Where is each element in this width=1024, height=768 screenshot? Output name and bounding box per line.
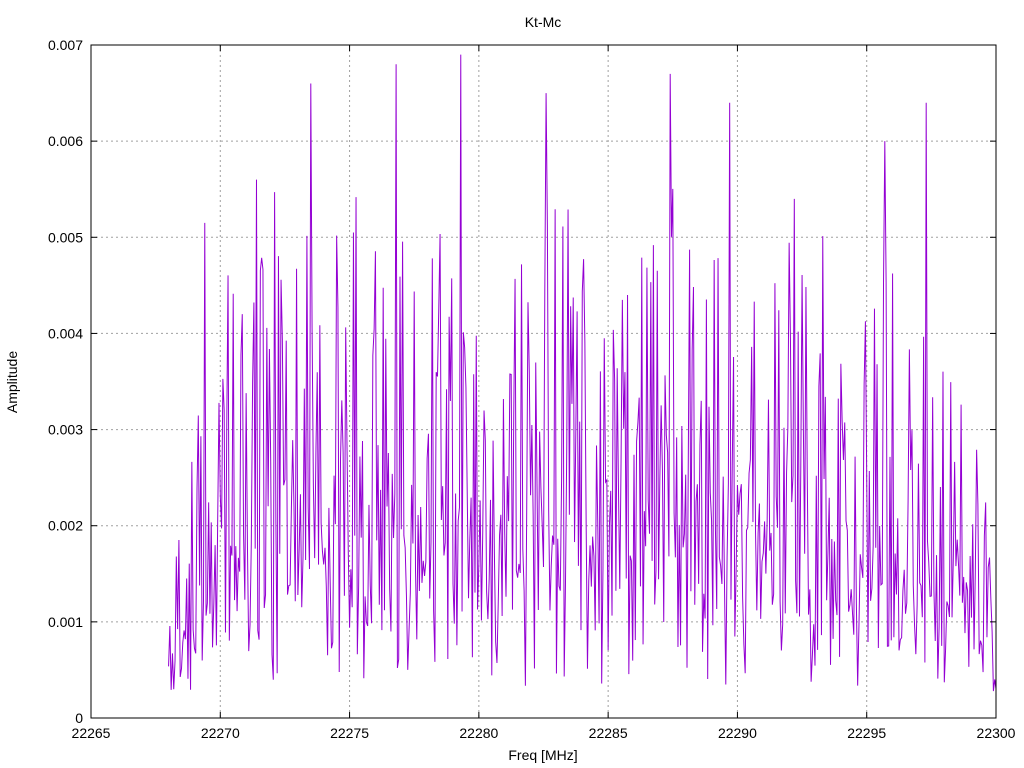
y-tick-label: 0.006 — [48, 133, 83, 149]
y-tick-label: 0 — [75, 710, 83, 726]
series-layer — [168, 54, 997, 692]
y-tick-label: 0.003 — [48, 422, 83, 438]
x-tick-label: 22290 — [718, 725, 757, 741]
y-tick-label: 0.002 — [48, 518, 83, 534]
series-line — [168, 54, 997, 692]
y-axis-label: Amplitude — [4, 351, 20, 413]
chart-title: Kt-Mc — [525, 14, 562, 30]
x-tick-label: 22280 — [459, 725, 498, 741]
plot-border — [90, 44, 997, 719]
x-tick-label: 22275 — [330, 725, 369, 741]
y-tick-label: 0.001 — [48, 614, 83, 630]
x-tick-label: 22300 — [977, 725, 1016, 741]
x-tick-label: 22295 — [847, 725, 886, 741]
y-tick-label: 0.007 — [48, 37, 83, 53]
x-tick-label: 22270 — [201, 725, 240, 741]
x-axis-label: Freq [MHz] — [508, 747, 577, 763]
y-tick-label: 0.004 — [48, 325, 83, 341]
x-tick-label: 22285 — [589, 725, 628, 741]
y-tick-label: 0.005 — [48, 229, 83, 245]
ticks: 22265 22270 22275 22280 22285 22290 22295 22300… — [48, 37, 1016, 741]
x-tick-label: 22265 — [72, 725, 111, 741]
